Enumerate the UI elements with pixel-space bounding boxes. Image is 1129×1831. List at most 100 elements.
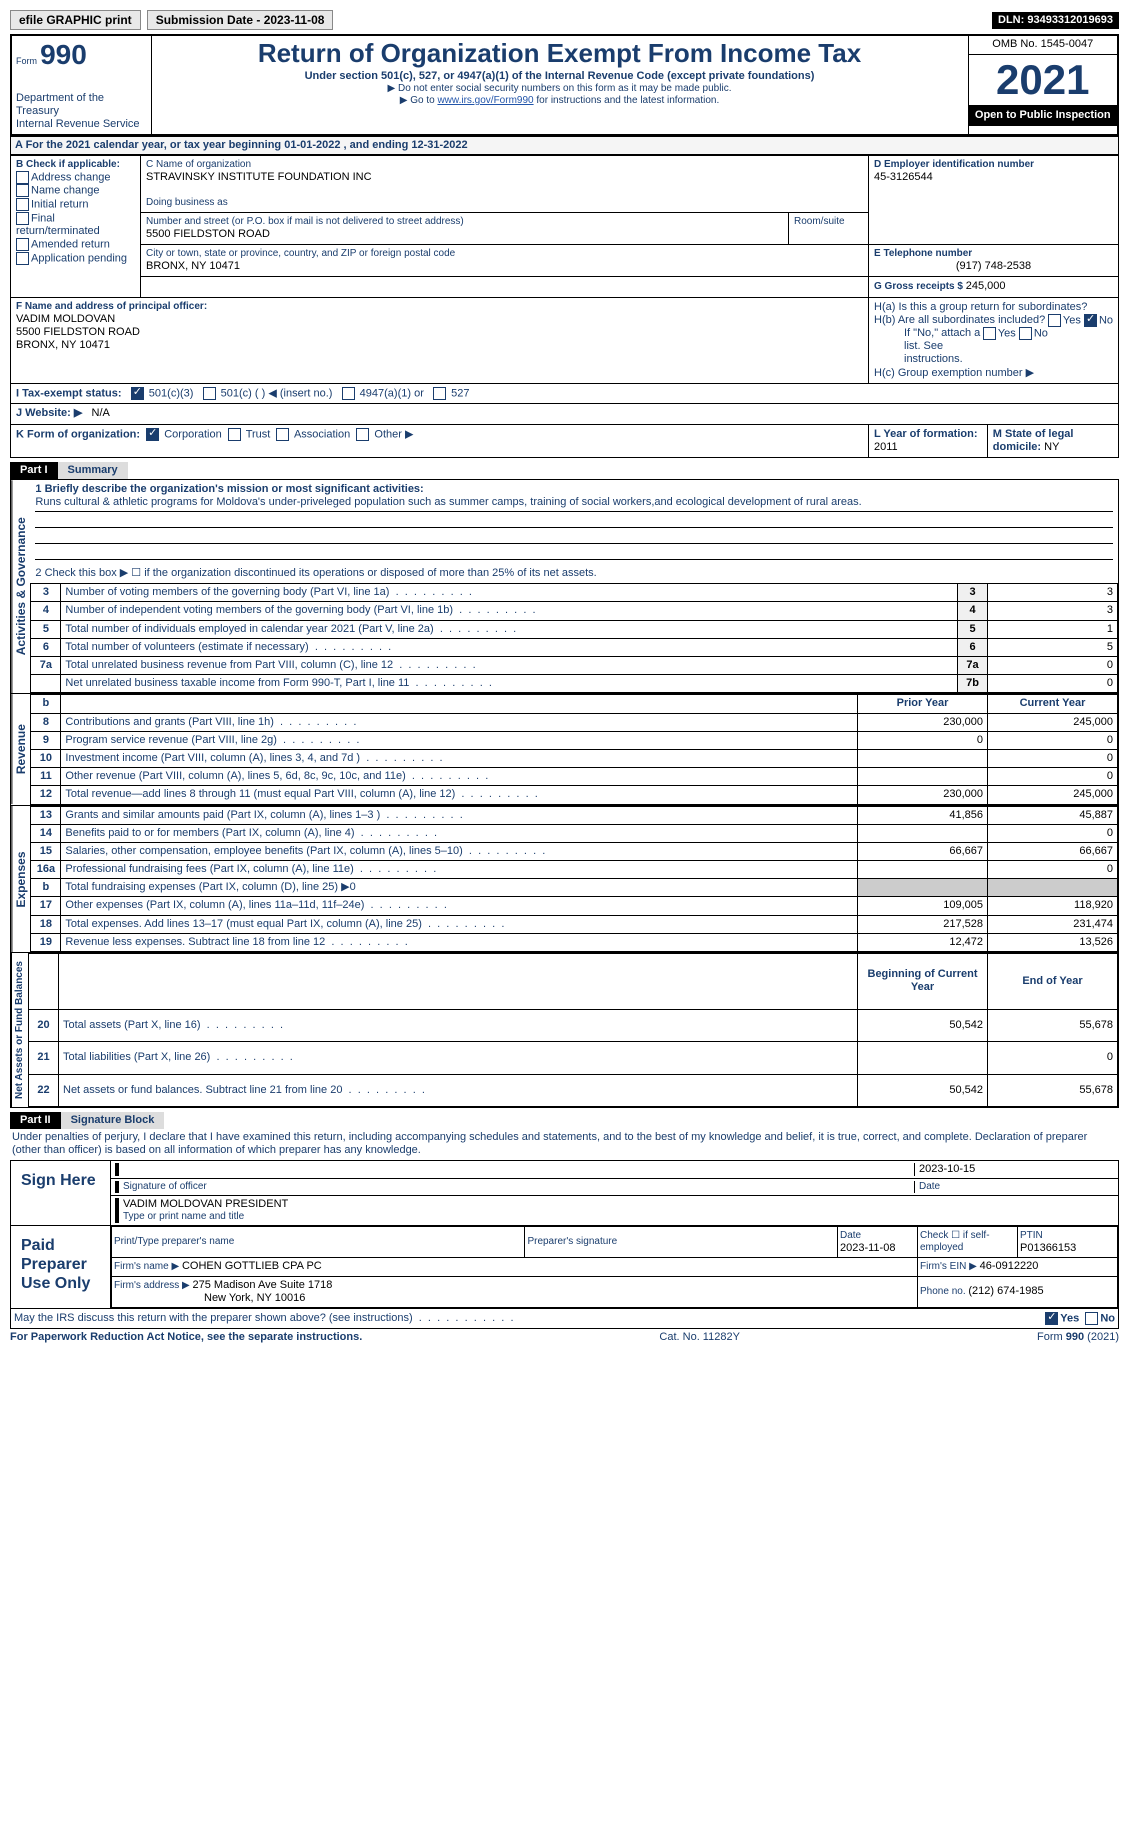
part2-title: Signature Block [61, 1112, 165, 1129]
table-row: 17Other expenses (Part IX, column (A), l… [31, 897, 1118, 915]
form-org-label: K Form of organization: [16, 428, 140, 440]
table-row: 11Other revenue (Part VIII, column (A), … [31, 768, 1118, 786]
sign-here-label: Sign Here [11, 1161, 111, 1225]
checkbox-527[interactable] [433, 387, 446, 400]
checkbox-501c3[interactable] [131, 387, 144, 400]
section-a: A For the 2021 calendar year, or tax yea… [10, 136, 1119, 155]
vert-governance: Activities & Governance [11, 480, 30, 693]
checkbox-address-change[interactable] [16, 171, 29, 184]
vert-revenue: Revenue [11, 694, 30, 804]
footer: For Paperwork Reduction Act Notice, see … [10, 1331, 1119, 1344]
dln: DLN: 93493312019693 [992, 12, 1119, 29]
table-row: 5Total number of individuals employed in… [31, 620, 1118, 638]
discuss-question: May the IRS discuss this return with the… [14, 1312, 413, 1324]
expenses-table: 13Grants and similar amounts paid (Part … [30, 806, 1118, 953]
ha-label: H(a) Is this a group return for subordin… [874, 301, 1113, 314]
checkbox-assoc[interactable] [276, 428, 289, 441]
checkbox-hb-yes[interactable] [983, 327, 996, 340]
table-row: Net unrelated business taxable income fr… [31, 675, 1118, 693]
street-label: Number and street (or P.O. box if mail i… [146, 216, 783, 228]
netassets-table: Beginning of Current YearEnd of Year 20T… [28, 953, 1118, 1107]
tax-year: 2021 [969, 55, 1118, 105]
table-row: 12Total revenue—add lines 8 through 11 (… [31, 786, 1118, 804]
vert-expenses: Expenses [11, 806, 30, 953]
form-note1: ▶ Do not enter social security numbers o… [156, 83, 964, 95]
table-row: bTotal fundraising expenses (Part IX, co… [31, 879, 1118, 897]
table-row: 18Total expenses. Add lines 13–17 (must … [31, 915, 1118, 933]
room-label: Room/suite [794, 216, 863, 228]
ein-label: D Employer identification number [874, 159, 1113, 171]
checkbox-ha-yes[interactable] [1048, 314, 1061, 327]
checkbox-final-return[interactable] [16, 212, 29, 225]
paid-preparer-label: Paid Preparer Use Only [11, 1226, 111, 1308]
open-inspection: Open to Public Inspection [969, 105, 1118, 126]
hc-label: H(c) Group exemption number ▶ [874, 367, 1113, 380]
form-subtitle: Under section 501(c), 527, or 4947(a)(1)… [156, 70, 964, 83]
checkbox-501c[interactable] [203, 387, 216, 400]
perjury-statement: Under penalties of perjury, I declare th… [10, 1129, 1119, 1159]
table-row: 16aProfessional fundraising fees (Part I… [31, 861, 1118, 879]
sig-date: 2023-10-15 [914, 1163, 1114, 1176]
form-number: 990 [40, 39, 87, 70]
form-note2: ▶ Go to www.irs.gov/Form990 for instruct… [156, 95, 964, 107]
efile-button[interactable]: efile GRAPHIC print [10, 10, 141, 30]
officer-printed-name: VADIM MOLDOVAN PRESIDENT [123, 1198, 1114, 1211]
form-prefix: Form [16, 56, 37, 66]
section-b-label: B Check if applicable: [16, 159, 135, 171]
table-row: 22Net assets or fund balances. Subtract … [29, 1074, 1118, 1106]
table-row: 3Number of voting members of the governi… [31, 584, 1118, 602]
checkbox-name-change[interactable] [16, 184, 29, 197]
checkbox-amended[interactable] [16, 238, 29, 251]
checkbox-hb-no[interactable] [1019, 327, 1032, 340]
table-row: 6Total number of volunteers (estimate if… [31, 638, 1118, 656]
checkbox-discuss-yes[interactable] [1045, 1312, 1058, 1325]
table-row: 10Investment income (Part VIII, column (… [31, 749, 1118, 767]
checkbox-4947[interactable] [342, 387, 355, 400]
irs-link[interactable]: www.irs.gov/Form990 [437, 95, 533, 106]
table-row: 15Salaries, other compensation, employee… [31, 842, 1118, 860]
part1-header: Part I [10, 462, 58, 479]
table-row: 13Grants and similar amounts paid (Part … [31, 806, 1118, 824]
preparer-block: Paid Preparer Use Only Print/Type prepar… [10, 1226, 1119, 1309]
ein-value: 45-3126544 [874, 171, 1113, 184]
dept-label: Department of the Treasury [16, 92, 147, 118]
officer-city: BRONX, NY 10471 [16, 339, 863, 352]
vert-netassets: Net Assets or Fund Balances [11, 953, 28, 1107]
submission-date: Submission Date - 2023-11-08 [147, 10, 334, 30]
irs-label: Internal Revenue Service [16, 118, 147, 131]
officer-street: 5500 FIELDSTON ROAD [16, 326, 863, 339]
table-row: 7aTotal unrelated business revenue from … [31, 657, 1118, 675]
line1-label: 1 Briefly describe the organization's mi… [35, 483, 1113, 496]
cat-number: Cat. No. 11282Y [659, 1331, 740, 1344]
table-row: 14Benefits paid to or for members (Part … [31, 824, 1118, 842]
phone-value: (917) 748-2538 [874, 260, 1113, 273]
checkbox-other[interactable] [356, 428, 369, 441]
dba-label: Doing business as [146, 197, 863, 209]
line2: 2 Check this box ▶ ☐ if the organization… [30, 564, 1118, 583]
paperwork-notice: For Paperwork Reduction Act Notice, see … [10, 1331, 362, 1344]
omb-number: OMB No. 1545-0047 [969, 36, 1118, 54]
form-version: Form 990 (2021) [1037, 1331, 1119, 1344]
revenue-table: bPrior YearCurrent Year 8Contributions a… [30, 694, 1118, 804]
street-value: 5500 FIELDSTON ROAD [146, 228, 783, 241]
checkbox-pending[interactable] [16, 252, 29, 265]
entity-section: B Check if applicable: Address change Na… [10, 155, 1119, 458]
checkbox-ha-no[interactable] [1084, 314, 1097, 327]
checkbox-discuss-no[interactable] [1085, 1312, 1098, 1325]
part2-header: Part II [10, 1112, 61, 1129]
gross-label: G Gross receipts $ [874, 281, 966, 292]
city-value: BRONX, NY 10471 [146, 260, 863, 273]
top-bar: efile GRAPHIC print Submission Date - 20… [10, 10, 1119, 30]
tax-exempt-label: I Tax-exempt status: [16, 387, 122, 399]
checkbox-corp[interactable] [146, 428, 159, 441]
city-label: City or town, state or province, country… [146, 248, 863, 260]
checkbox-initial-return[interactable] [16, 198, 29, 211]
mission-text: Runs cultural & athletic programs for Mo… [35, 496, 1113, 509]
website-label: J Website: ▶ [16, 407, 82, 419]
table-row: 9Program service revenue (Part VIII, lin… [31, 731, 1118, 749]
officer-name: VADIM MOLDOVAN [16, 313, 863, 326]
org-name-label: C Name of organization [146, 159, 863, 171]
part1-title: Summary [58, 462, 128, 479]
table-row: 19Revenue less expenses. Subtract line 1… [31, 933, 1118, 951]
checkbox-trust[interactable] [228, 428, 241, 441]
